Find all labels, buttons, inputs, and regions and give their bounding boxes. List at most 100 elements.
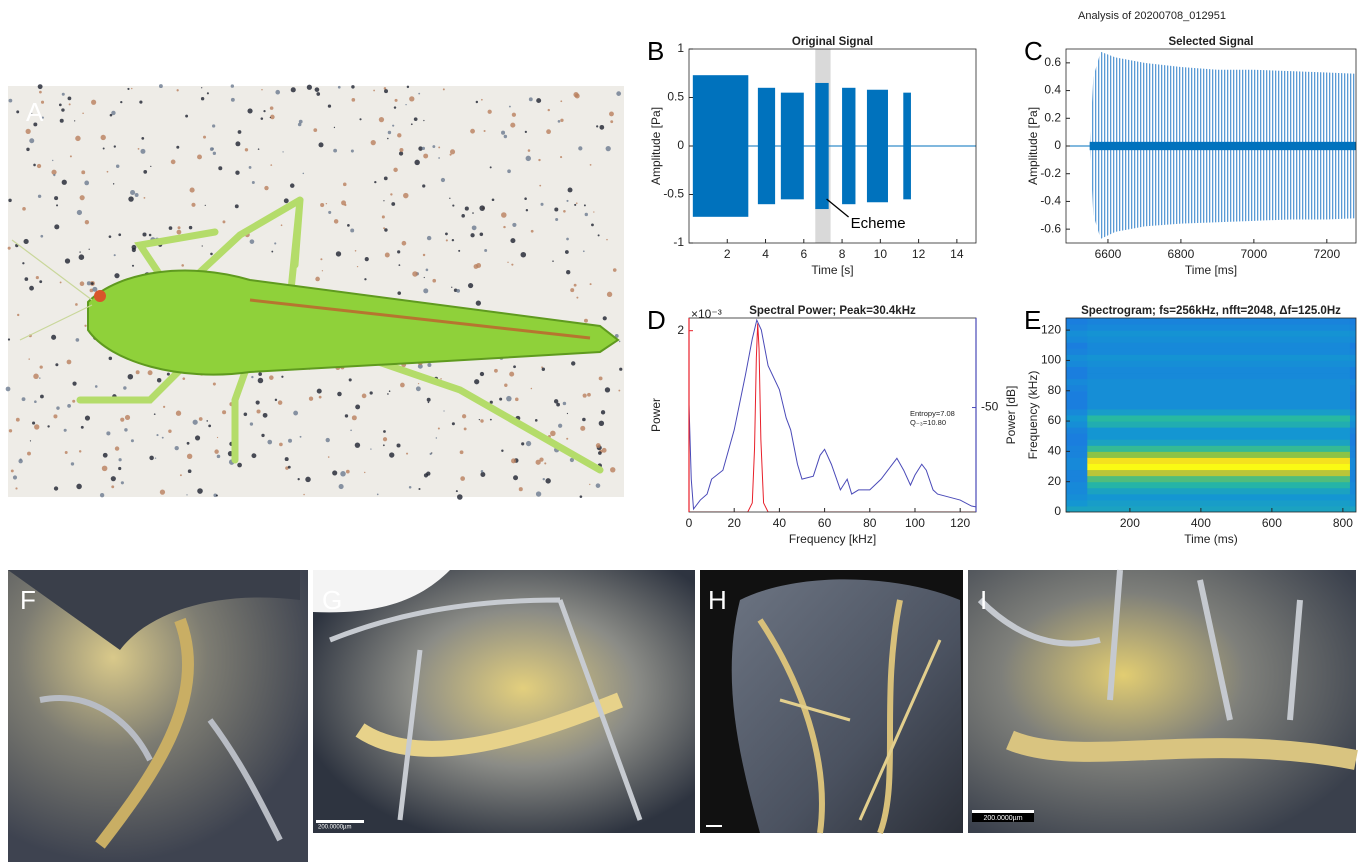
panel-label: D: [647, 305, 666, 335]
x-tick-label: 12: [912, 247, 926, 261]
x-tick-label: 6: [800, 247, 807, 261]
speckle: [316, 92, 320, 96]
panel-label: G: [322, 585, 342, 615]
signal-band: [1087, 451, 1350, 458]
burst: [781, 93, 804, 200]
speckle: [87, 281, 91, 285]
speckle: [111, 485, 114, 488]
plot-area: [1066, 52, 1363, 239]
speckle: [427, 236, 431, 240]
speckle: [407, 86, 409, 88]
speckle: [484, 130, 486, 132]
y-tick-label: -0.2: [1040, 166, 1061, 180]
speckle: [281, 376, 283, 378]
signal-band: [1087, 409, 1350, 416]
speckle: [28, 358, 29, 359]
speckle: [47, 425, 49, 427]
y-tick-label: 20: [1048, 474, 1062, 488]
speckle: [545, 478, 550, 483]
photo-f: F: [8, 570, 308, 862]
speckle: [464, 427, 467, 430]
speckle: [599, 125, 604, 130]
signal-band: [1087, 506, 1350, 513]
speckle: [103, 148, 105, 150]
speckle: [494, 369, 498, 373]
speckle: [397, 133, 401, 137]
speckle: [513, 365, 516, 368]
signal-band: [1087, 318, 1350, 325]
speckle: [140, 149, 145, 154]
speckle: [132, 265, 134, 267]
speckle: [70, 155, 72, 157]
scale-bar: [706, 825, 722, 827]
speckle: [274, 242, 276, 244]
speckle: [610, 467, 615, 472]
y-tick-label: 0.2: [1044, 110, 1061, 124]
speckle: [528, 149, 531, 152]
speckle: [513, 475, 518, 480]
speckle: [39, 280, 42, 283]
y-tick-label: 0.4: [1044, 83, 1061, 97]
carrier: [1090, 142, 1364, 150]
speckle: [510, 123, 515, 128]
speckle: [54, 486, 58, 490]
speckle: [383, 444, 385, 446]
x-tick-label: 100: [905, 516, 925, 530]
speckle: [566, 438, 568, 440]
speckle: [438, 157, 440, 159]
speckle: [590, 283, 592, 285]
speckle: [596, 483, 601, 488]
speckle: [258, 372, 262, 376]
y-tick-label: 40: [1048, 444, 1062, 458]
speckle: [548, 109, 550, 111]
speckle: [452, 204, 454, 206]
annotation: Q₋₃=10.80: [910, 418, 946, 427]
speckle: [109, 235, 112, 238]
speckle: [6, 387, 11, 392]
plot-area: [689, 49, 976, 243]
photo-background: [313, 570, 695, 833]
speckle: [107, 171, 109, 173]
speckle: [539, 185, 541, 187]
speckle: [357, 266, 358, 267]
speckle: [511, 458, 516, 463]
speckle: [414, 117, 418, 121]
speckle: [121, 481, 124, 484]
speckle: [71, 462, 74, 465]
annotation: Echeme: [851, 215, 906, 232]
speckle: [526, 441, 531, 446]
speckle: [270, 115, 275, 120]
speckle: [430, 453, 432, 455]
speckle: [409, 96, 414, 101]
speckle: [364, 278, 366, 280]
y-tick-label: 60: [1048, 413, 1062, 427]
speckle: [33, 164, 36, 167]
speckle: [167, 373, 170, 376]
speckle: [511, 264, 513, 266]
scale-bar-label: 200.0000µm: [983, 815, 1022, 822]
speckle: [182, 377, 185, 380]
speckle: [180, 474, 182, 476]
speckle: [264, 186, 268, 190]
speckle: [53, 414, 57, 418]
speckle: [128, 196, 133, 201]
speckle: [334, 127, 335, 128]
signal-band: [1087, 421, 1350, 428]
speckle: [81, 170, 85, 174]
speckle: [400, 383, 405, 388]
speckle: [284, 198, 289, 203]
y-tick-label: -0.4: [1040, 194, 1061, 208]
speckle: [191, 203, 195, 207]
speckle: [591, 224, 594, 227]
speckle: [91, 282, 94, 285]
speckle: [55, 363, 58, 366]
speckle: [201, 87, 202, 88]
speckle: [387, 393, 389, 395]
speckle: [560, 156, 562, 158]
speckle: [237, 463, 242, 468]
speckle: [399, 151, 403, 155]
speckle: [472, 212, 474, 214]
photo-i: 200.0000µm I: [968, 570, 1356, 833]
speckle: [115, 446, 119, 450]
speckle: [270, 164, 272, 166]
